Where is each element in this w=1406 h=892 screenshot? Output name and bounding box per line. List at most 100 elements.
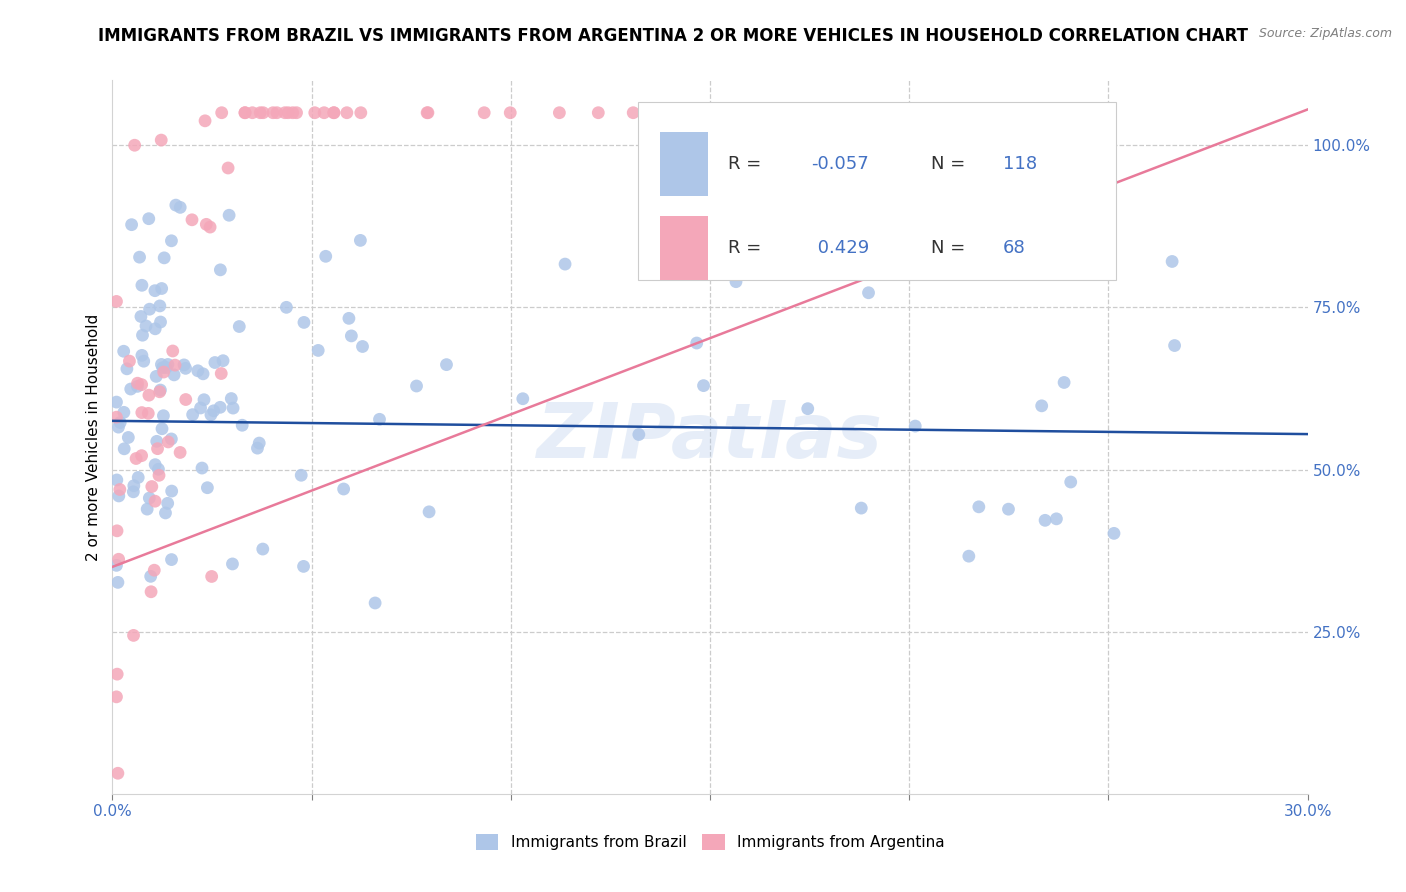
Point <box>149 383 172 397</box>
Point <box>163 368 186 382</box>
Point <box>191 367 214 381</box>
Point <box>139 569 162 583</box>
Point <box>737 229 759 244</box>
Point <box>858 285 880 300</box>
Point <box>222 401 245 415</box>
Point <box>105 395 128 409</box>
Point <box>1060 475 1083 489</box>
Point <box>191 461 214 475</box>
Point <box>217 161 239 175</box>
Point <box>290 468 312 483</box>
Point <box>143 322 166 336</box>
Point <box>904 419 927 434</box>
Point <box>811 105 834 120</box>
Point <box>212 353 235 368</box>
Y-axis label: 2 or more Vehicles in Household: 2 or more Vehicles in Household <box>86 313 101 561</box>
Text: N =: N = <box>931 239 972 257</box>
Point <box>274 105 297 120</box>
Point <box>281 105 304 120</box>
Point <box>209 401 232 415</box>
Point <box>132 354 155 368</box>
Point <box>141 479 163 493</box>
Point <box>117 430 139 444</box>
Point <box>262 105 284 120</box>
Point <box>138 211 160 226</box>
Point <box>112 344 135 359</box>
Point <box>150 281 173 295</box>
Point <box>588 105 610 120</box>
Point <box>405 379 427 393</box>
Point <box>107 552 129 566</box>
Point <box>174 361 197 376</box>
Point <box>169 445 191 459</box>
Point <box>107 766 129 780</box>
Point <box>1161 254 1184 268</box>
Point <box>122 628 145 642</box>
Point <box>112 405 135 419</box>
Point <box>221 557 243 571</box>
Point <box>190 401 212 415</box>
Point <box>211 105 233 120</box>
Point <box>368 412 391 426</box>
Point <box>292 315 315 329</box>
Bar <box>659 216 707 280</box>
Point <box>150 133 173 147</box>
Point <box>252 542 274 557</box>
Point <box>138 302 160 317</box>
Point <box>169 200 191 214</box>
Text: 68: 68 <box>1002 239 1025 257</box>
Point <box>108 483 131 497</box>
Text: N =: N = <box>931 155 972 173</box>
Point <box>124 138 146 153</box>
Point <box>209 263 232 277</box>
Point <box>148 468 170 483</box>
FancyBboxPatch shape <box>638 102 1116 280</box>
Point <box>148 462 170 476</box>
Point <box>165 198 187 212</box>
Point <box>266 105 288 120</box>
Point <box>322 105 344 120</box>
Point <box>105 473 128 487</box>
Point <box>156 358 179 372</box>
Point <box>112 442 135 456</box>
Point <box>160 484 183 499</box>
Point <box>131 377 153 392</box>
Point <box>136 502 159 516</box>
Point <box>627 427 650 442</box>
Point <box>436 358 458 372</box>
Point <box>129 310 152 324</box>
Point <box>128 250 150 264</box>
Point <box>247 436 270 450</box>
Point <box>967 500 990 514</box>
Text: ZIPatlas: ZIPatlas <box>537 401 883 474</box>
Point <box>105 690 128 704</box>
Point <box>131 406 153 420</box>
Point <box>108 416 131 430</box>
Point <box>125 451 148 466</box>
Point <box>349 233 371 247</box>
Point <box>146 434 169 449</box>
Point <box>252 105 274 120</box>
Point <box>149 299 172 313</box>
Point <box>131 328 153 343</box>
Point <box>174 392 197 407</box>
Point <box>160 234 183 248</box>
Text: 118: 118 <box>1002 155 1038 173</box>
Point <box>202 404 225 418</box>
Point <box>638 105 661 120</box>
Point <box>1163 338 1185 352</box>
Point <box>242 105 264 120</box>
Text: R =: R = <box>728 239 766 257</box>
Point <box>233 105 256 120</box>
Point <box>1033 513 1056 527</box>
Point <box>1102 526 1125 541</box>
Point <box>418 505 440 519</box>
Point <box>145 369 167 384</box>
Point <box>143 284 166 298</box>
Point <box>139 584 162 599</box>
Point <box>957 549 980 564</box>
Point <box>350 105 373 120</box>
Point <box>162 343 184 358</box>
Point <box>150 358 173 372</box>
Point <box>276 301 298 315</box>
